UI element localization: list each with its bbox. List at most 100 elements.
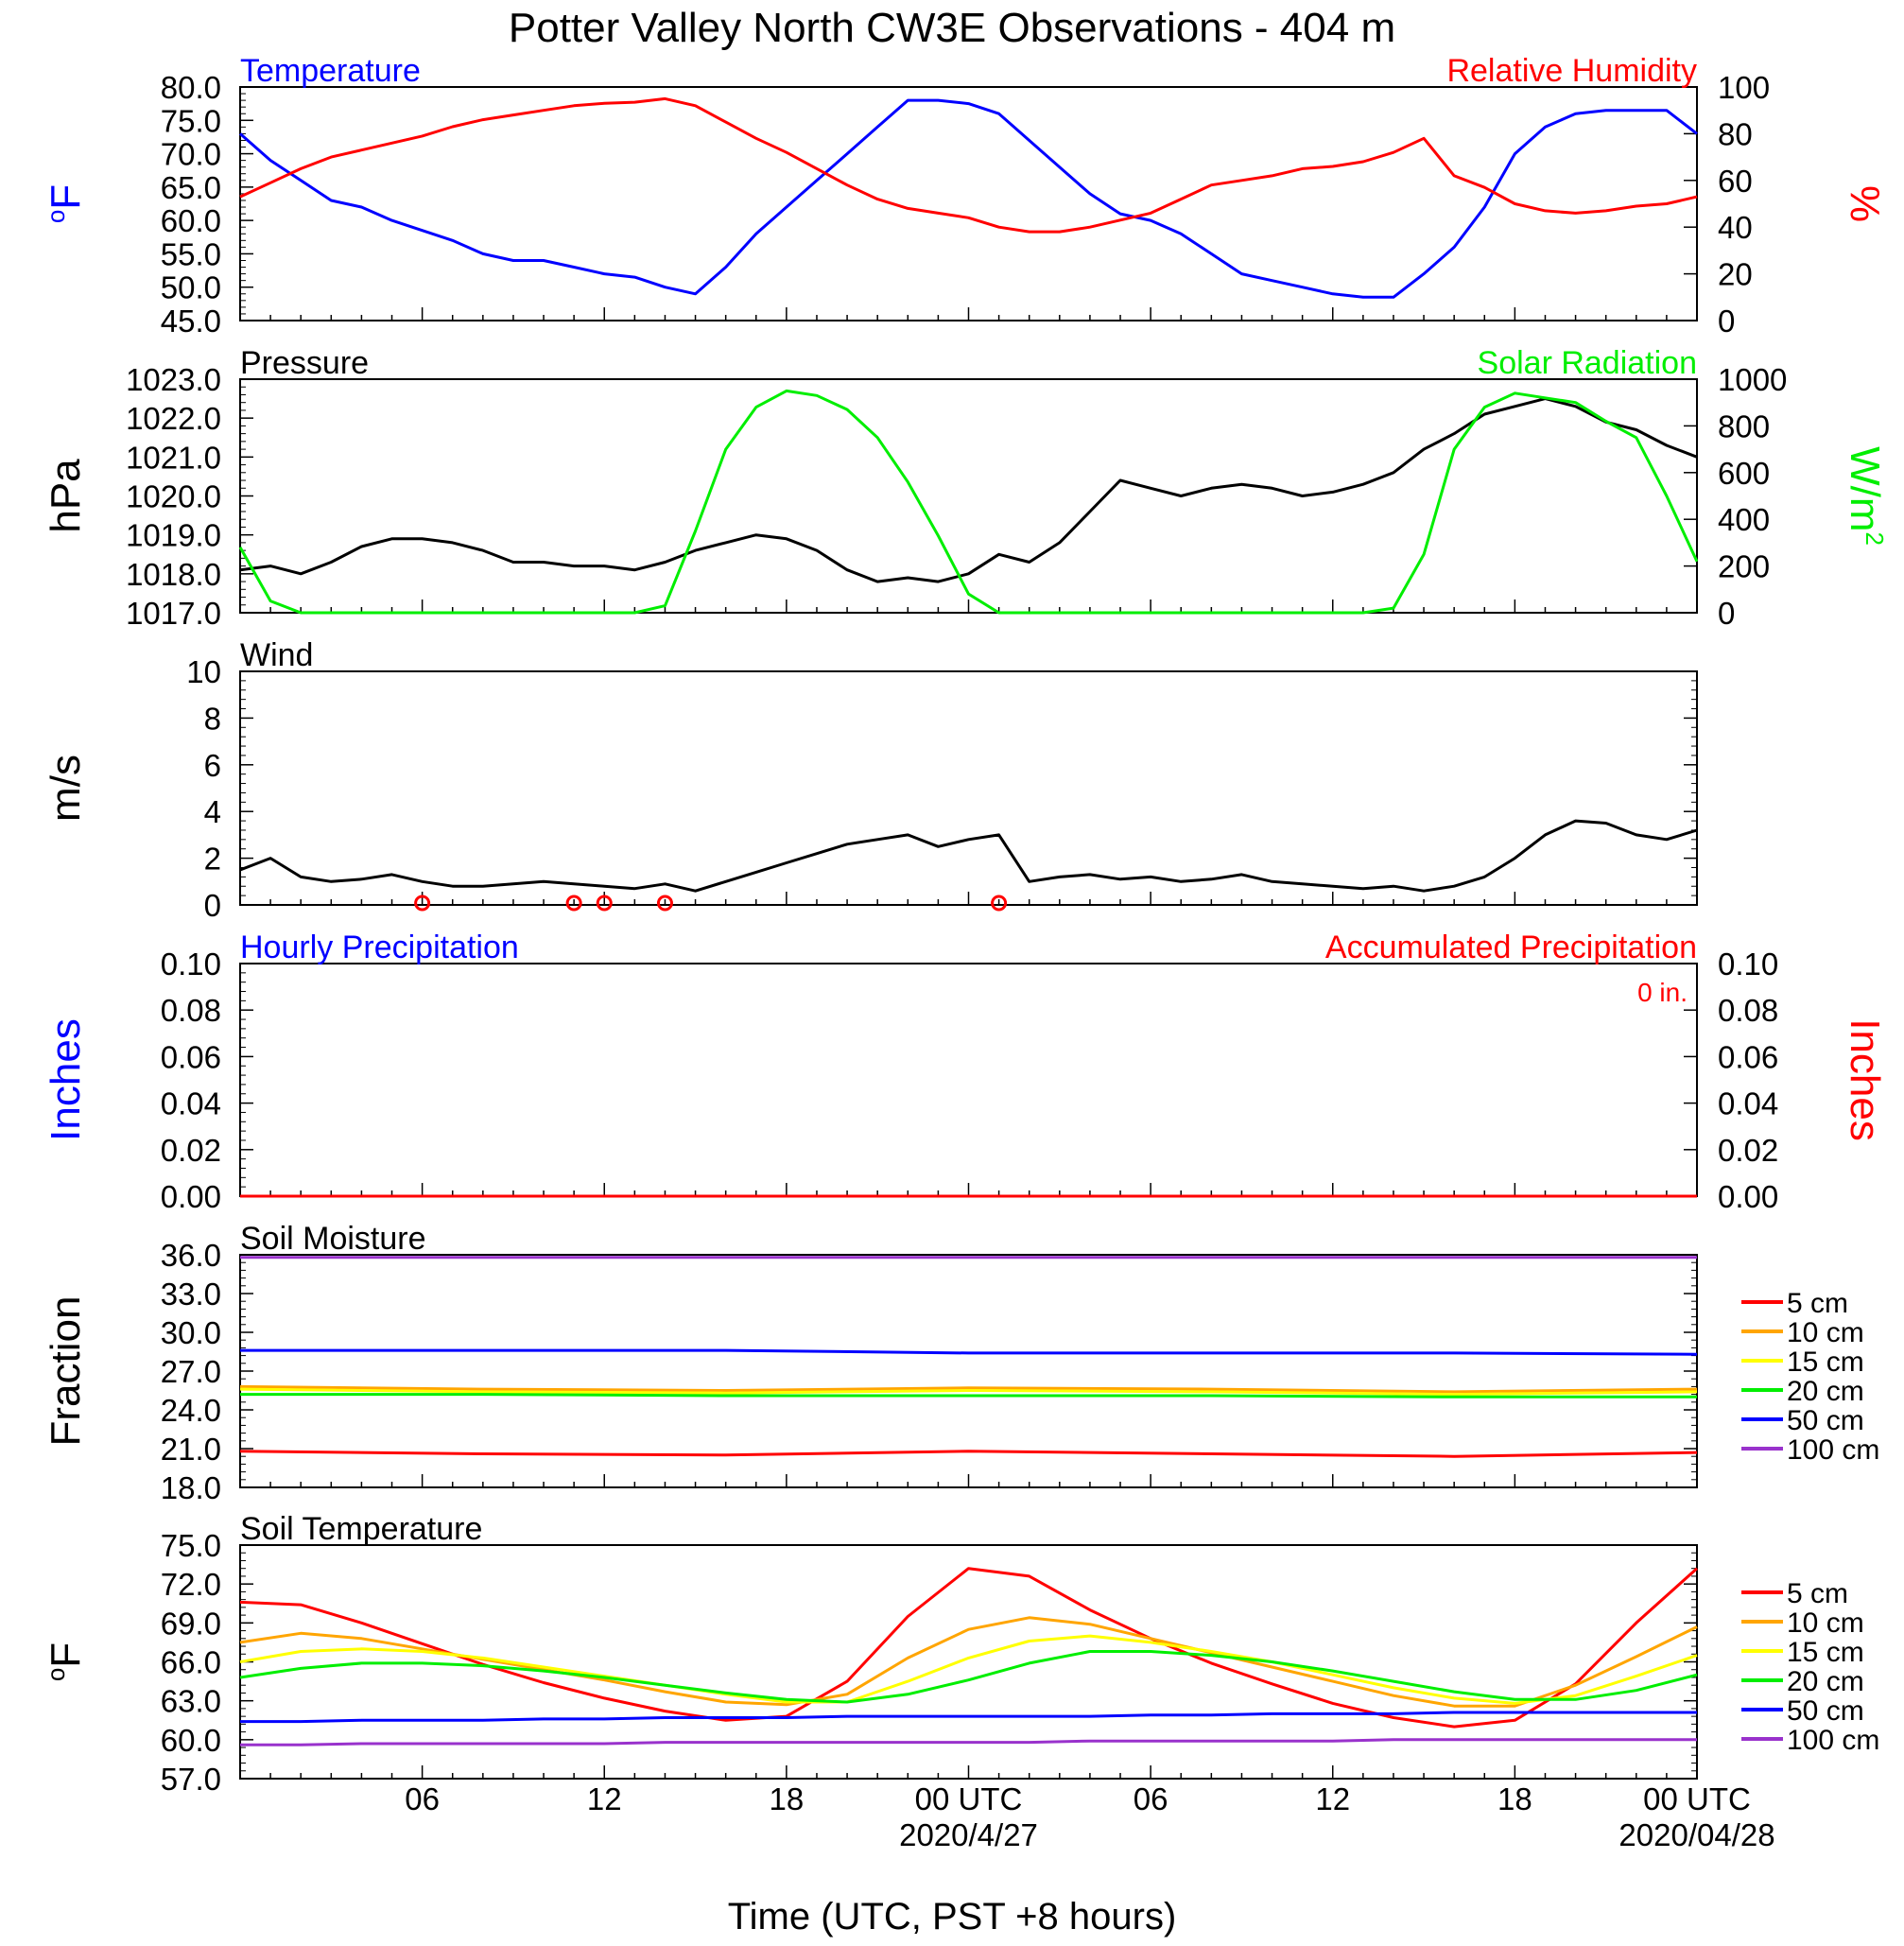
y-tick-label-right: 0.02 bbox=[1718, 1133, 1778, 1168]
x-tick-label: 12 bbox=[587, 1781, 622, 1816]
y-axis-label-left: m/s bbox=[43, 755, 89, 822]
y-axis-label-right: W/m2 bbox=[1842, 446, 1889, 546]
y-tick-label-left: 36.0 bbox=[161, 1238, 221, 1273]
legend-label: 5 cm bbox=[1787, 1288, 1848, 1319]
series-line-20-cm bbox=[240, 1393, 1697, 1399]
x-date-label: 2020/4/27 bbox=[899, 1817, 1038, 1852]
y-axis-label-left: hPa bbox=[43, 459, 89, 533]
panel-5: 18.021.0 24.0 27.0 30.033.0 36.0 Soil Moistur… bbox=[43, 1221, 1879, 1505]
legend-label: 15 cm bbox=[1787, 1637, 1864, 1668]
x-tick-label: 00 UTC bbox=[915, 1781, 1023, 1816]
series-line-20-cm bbox=[239, 1650, 1698, 1704]
y-tick-label-left: 50.0 bbox=[161, 270, 221, 305]
y-tick-label-left: 45.0 bbox=[161, 304, 221, 339]
y-tick-label-left: 1023.0 bbox=[126, 362, 221, 397]
panel-frame bbox=[239, 86, 1698, 321]
x-axis-label: Time (UTC, PST +8 hours) bbox=[728, 1896, 1177, 1937]
y-axis-label-right: Inches bbox=[1842, 1018, 1888, 1141]
series-line-5-cm bbox=[239, 1450, 1698, 1458]
series-line-50-cm bbox=[240, 1348, 1698, 1356]
y-tick-label-left: 27.0 bbox=[161, 1354, 221, 1389]
panel-title-right: Solar Radiation bbox=[1478, 345, 1697, 381]
y-tick-label-left: 6 bbox=[204, 748, 221, 783]
calm-wind-marker bbox=[565, 895, 582, 912]
y-tick-label-right: 0 bbox=[1718, 304, 1735, 339]
series-line-10-cm bbox=[239, 1616, 1698, 1708]
y-tick-label-left: 0 bbox=[204, 888, 221, 923]
legend-label: 10 cm bbox=[1787, 1607, 1864, 1639]
panel-title-left: Pressure bbox=[240, 345, 369, 381]
y-tick-label-right: 20 bbox=[1718, 257, 1753, 292]
y-tick-label-right: 200 bbox=[1718, 549, 1770, 584]
panel-title-right: Relative Humidity bbox=[1446, 53, 1697, 89]
y-tick-label-left: 2 bbox=[204, 842, 221, 877]
y-tick-label-left: 0.06 bbox=[161, 1039, 221, 1074]
calm-wind-marker bbox=[991, 895, 1008, 912]
chart-title: Potter Valley North CW3E Observations - … bbox=[509, 5, 1395, 51]
y-tick-label-left: 24.0 bbox=[161, 1393, 221, 1428]
legend-label: 5 cm bbox=[1787, 1578, 1848, 1609]
legend-label: 50 cm bbox=[1787, 1405, 1864, 1436]
panel-4: 0.00 0.02 0.04 0.06 0.08 0.10 0.00 0.02 0.04 0.06… bbox=[43, 930, 1888, 1214]
calm-wind-marker bbox=[414, 895, 431, 912]
x-tick-label: 18 bbox=[770, 1781, 805, 1816]
y-axis-label-left: oF bbox=[42, 184, 89, 223]
y-tick-label-left: 0.02 bbox=[161, 1133, 221, 1168]
x-tick-label: 18 bbox=[1497, 1781, 1532, 1816]
y-tick-label-left: 33.0 bbox=[161, 1277, 221, 1312]
y-tick-label-left: 1019.0 bbox=[126, 518, 221, 553]
calm-wind-marker bbox=[596, 895, 613, 912]
series-line-solar-radiation bbox=[238, 389, 1699, 615]
y-tick-label-right: 0.00 bbox=[1718, 1179, 1778, 1214]
panel-3: 0 2 4 6 8 10 Wind m/s bbox=[43, 637, 1698, 923]
y-tick-label-right: 80 bbox=[1718, 116, 1753, 151]
y-tick-label-left: 60.0 bbox=[161, 203, 221, 238]
y-tick-label-left: 75.0 bbox=[161, 103, 221, 138]
calm-wind-marker bbox=[656, 895, 673, 912]
series-line-temperature bbox=[239, 98, 1698, 299]
panel-title-left: Temperature bbox=[240, 53, 421, 89]
x-tick-label: 12 bbox=[1315, 1781, 1350, 1816]
legend-label: 20 cm bbox=[1787, 1376, 1864, 1407]
y-tick-label-left: 63.0 bbox=[161, 1684, 221, 1719]
panel-title-left: Soil Temperature bbox=[240, 1511, 482, 1547]
y-axis-label-left: Inches bbox=[43, 1018, 89, 1141]
legend-label: 100 cm bbox=[1787, 1725, 1879, 1756]
y-tick-label-left: 70.0 bbox=[161, 137, 221, 172]
y-tick-label-left: 69.0 bbox=[161, 1606, 221, 1641]
y-tick-label-right: 1000 bbox=[1718, 362, 1787, 397]
y-tick-label-left: 18.0 bbox=[161, 1470, 221, 1505]
y-tick-label-left: 21.0 bbox=[161, 1432, 221, 1467]
series-line-wind bbox=[239, 819, 1698, 893]
series-line-10-cm bbox=[239, 1384, 1698, 1394]
y-tick-label-left: 66.0 bbox=[161, 1645, 221, 1680]
y-tick-label-left: 80.0 bbox=[161, 70, 221, 105]
panel-title-left: Soil Moisture bbox=[240, 1221, 426, 1257]
series-line-50-cm bbox=[240, 1711, 1697, 1724]
series-line-15-cm bbox=[239, 1634, 1698, 1705]
series-line-100-cm bbox=[240, 1738, 1697, 1746]
y-tick-label-right: 0.10 bbox=[1718, 947, 1778, 982]
y-axis-label-left: oF bbox=[42, 1642, 89, 1681]
y-tick-label-right: 0.08 bbox=[1718, 993, 1778, 1028]
legend-label: 20 cm bbox=[1787, 1666, 1864, 1697]
panel-frame bbox=[239, 670, 1698, 906]
x-tick-label: 00 UTC bbox=[1643, 1781, 1751, 1816]
series-line-5-cm bbox=[239, 1567, 1699, 1729]
legend-label: 50 cm bbox=[1787, 1695, 1864, 1727]
y-tick-label-left: 0.00 bbox=[161, 1179, 221, 1214]
panels-group: 45.050.055.060.065.070.075.080.002040608… bbox=[42, 53, 1889, 1797]
series-line-relative-humidity bbox=[239, 96, 1698, 234]
y-tick-label-left: 4 bbox=[204, 794, 221, 829]
y-tick-label-right: 60 bbox=[1718, 164, 1753, 199]
x-tick-label: 06 bbox=[405, 1781, 440, 1816]
legend-label: 100 cm bbox=[1787, 1434, 1879, 1466]
panel-6: 57.0 60.0 63.0 66.0 69.0 72.0 75.0 Soil Tempera… bbox=[42, 1511, 1879, 1797]
y-tick-label-right: 0 bbox=[1718, 596, 1735, 631]
y-tick-label-left: 10 bbox=[186, 654, 221, 689]
y-tick-label-right: 400 bbox=[1718, 502, 1770, 537]
y-tick-label-left: 1022.0 bbox=[126, 401, 221, 436]
legend-label: 10 cm bbox=[1787, 1317, 1864, 1348]
